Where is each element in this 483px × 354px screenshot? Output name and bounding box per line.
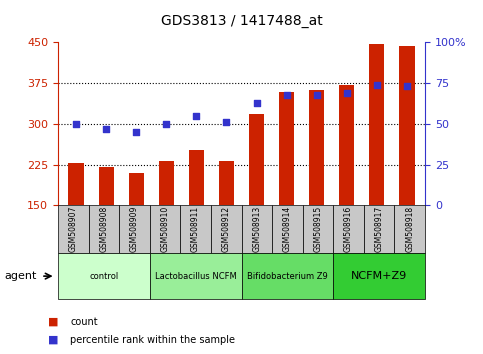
Text: GSM508908: GSM508908 [99,206,108,252]
Bar [399,46,414,205]
Point [102,126,110,132]
Point [373,82,381,88]
Text: GSM508913: GSM508913 [252,206,261,252]
Bar [189,150,204,205]
Text: count: count [70,317,98,327]
Bar [99,167,114,205]
Bar [339,85,355,205]
Text: GSM508907: GSM508907 [69,206,78,252]
Point [223,119,230,125]
Bar [309,90,324,205]
Bar [69,163,84,205]
Text: GSM508911: GSM508911 [191,206,200,252]
Text: GSM508915: GSM508915 [313,206,323,252]
Text: GSM508917: GSM508917 [375,206,384,252]
Text: percentile rank within the sample: percentile rank within the sample [70,335,235,345]
Bar [249,114,264,205]
Point [283,92,290,97]
Point [313,92,321,97]
Point [193,113,200,119]
Text: agent: agent [5,271,37,281]
Text: control: control [89,272,118,281]
Text: GSM508910: GSM508910 [160,206,170,252]
Point [253,100,260,105]
Text: GDS3813 / 1417488_at: GDS3813 / 1417488_at [161,14,322,28]
Text: GSM508914: GSM508914 [283,206,292,252]
Bar [128,173,144,205]
Point [343,90,351,96]
Bar [219,161,234,205]
Bar [279,92,294,205]
Point [162,121,170,127]
Text: Bifidobacterium Z9: Bifidobacterium Z9 [247,272,328,281]
Text: GSM508916: GSM508916 [344,206,353,252]
Bar [159,161,174,205]
Text: ■: ■ [48,317,59,327]
Text: GSM508918: GSM508918 [405,206,414,252]
Text: NCFM+Z9: NCFM+Z9 [351,271,407,281]
Point [132,129,140,135]
Text: GSM508912: GSM508912 [222,206,231,252]
Text: Lactobacillus NCFM: Lactobacillus NCFM [155,272,237,281]
Point [72,121,80,127]
Text: GSM508909: GSM508909 [130,206,139,252]
Point [403,84,411,89]
Text: ■: ■ [48,335,59,345]
Bar [369,44,384,205]
